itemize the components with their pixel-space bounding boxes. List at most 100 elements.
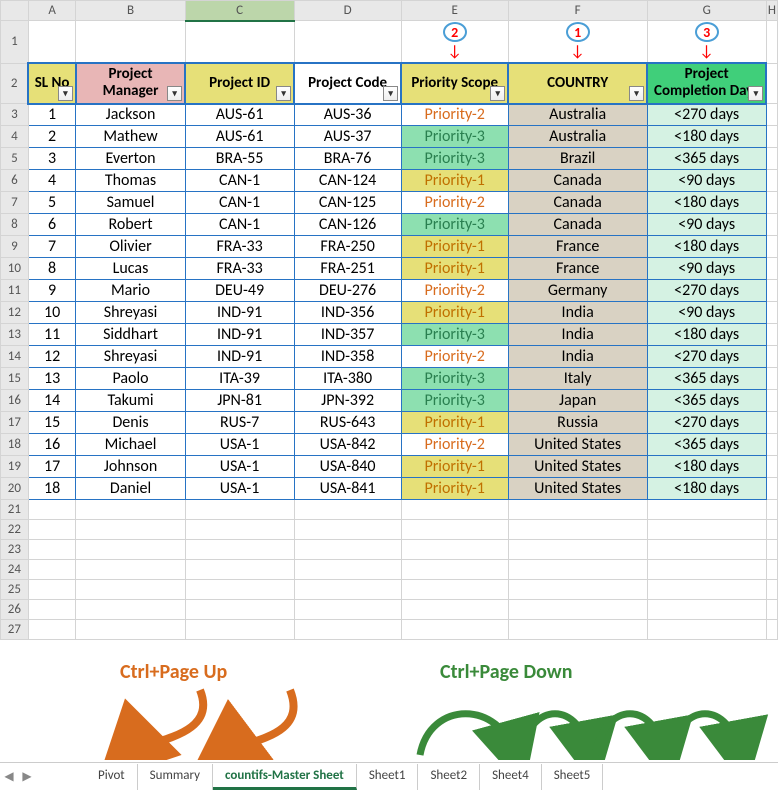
table-cell[interactable]: Priority-1 (401, 236, 508, 258)
table-cell[interactable]: AUS-37 (294, 126, 401, 148)
empty-cell[interactable] (185, 560, 294, 580)
column-header-corner[interactable] (1, 1, 29, 21)
table-cell[interactable]: <180 days (647, 456, 766, 478)
table-cell[interactable]: Priority-3 (401, 126, 508, 148)
cell-C1[interactable] (185, 21, 294, 64)
table-cell[interactable]: 8 (28, 258, 76, 280)
table-cell[interactable]: DEU-276 (294, 280, 401, 302)
tab-nav-prev[interactable]: ◀ (0, 769, 18, 784)
filter-button[interactable]: ▾ (383, 86, 398, 101)
table-cell[interactable]: India (508, 346, 647, 368)
empty-cell[interactable] (401, 540, 508, 560)
row-header-24[interactable]: 24 (1, 560, 29, 580)
table-cell[interactable]: <180 days (647, 126, 766, 148)
table-cell[interactable]: <90 days (647, 214, 766, 236)
table-cell[interactable]: ITA-39 (185, 368, 294, 390)
table-cell[interactable]: United States (508, 456, 647, 478)
table-cell[interactable]: Priority-2 (401, 104, 508, 126)
empty-cell[interactable] (76, 600, 185, 620)
empty-cell[interactable] (647, 580, 766, 600)
table-cell[interactable]: JPN-392 (294, 390, 401, 412)
empty-cell[interactable] (28, 500, 76, 520)
table-cell[interactable]: Samuel (76, 192, 185, 214)
row-header-9[interactable]: 9 (1, 236, 29, 258)
table-cell[interactable]: Priority-2 (401, 434, 508, 456)
empty-cell[interactable] (766, 560, 777, 580)
table-cell[interactable]: Priority-1 (401, 478, 508, 500)
row-header-25[interactable]: 25 (1, 580, 29, 600)
row-header-8[interactable]: 8 (1, 214, 29, 236)
table-cell[interactable]: USA-1 (185, 456, 294, 478)
empty-cell[interactable] (294, 520, 401, 540)
table-cell[interactable]: 1 (28, 104, 76, 126)
table-cell[interactable]: <365 days (647, 390, 766, 412)
column-header-F[interactable]: F (508, 1, 647, 21)
row-header-26[interactable]: 26 (1, 600, 29, 620)
sheet-tab-sheet1[interactable]: Sheet1 (357, 764, 419, 790)
table-cell[interactable]: Lucas (76, 258, 185, 280)
empty-cell[interactable] (766, 620, 777, 640)
column-header-G[interactable]: G (647, 1, 766, 21)
table-cell[interactable]: Denis (76, 412, 185, 434)
table-cell[interactable]: JPN-81 (185, 390, 294, 412)
empty-cell[interactable] (185, 580, 294, 600)
row-header-23[interactable]: 23 (1, 540, 29, 560)
empty-cell[interactable] (294, 620, 401, 640)
table-cell[interactable]: 10 (28, 302, 76, 324)
sheet-tab-sheet4[interactable]: Sheet4 (480, 764, 542, 790)
table-cell[interactable]: FRA-33 (185, 236, 294, 258)
table-cell[interactable]: 13 (28, 368, 76, 390)
table-cell[interactable]: IND-91 (185, 346, 294, 368)
table-cell[interactable]: BRA-55 (185, 148, 294, 170)
table-cell[interactable]: AUS-61 (185, 126, 294, 148)
row-header-20[interactable]: 20 (1, 478, 29, 500)
empty-cell[interactable] (76, 560, 185, 580)
table-cell[interactable]: <365 days (647, 434, 766, 456)
table-cell[interactable]: <90 days (647, 302, 766, 324)
empty-cell[interactable] (185, 520, 294, 540)
empty-cell[interactable] (647, 600, 766, 620)
sheet-tab-pivot[interactable]: Pivot (86, 764, 138, 790)
row-header-18[interactable]: 18 (1, 434, 29, 456)
table-cell[interactable]: Michael (76, 434, 185, 456)
table-cell[interactable]: ITA-380 (294, 368, 401, 390)
empty-cell[interactable] (185, 600, 294, 620)
table-cell[interactable]: 14 (28, 390, 76, 412)
table-cell[interactable]: RUS-643 (294, 412, 401, 434)
empty-cell[interactable] (76, 620, 185, 640)
table-cell[interactable]: Priority-2 (401, 280, 508, 302)
table-cell[interactable]: 3 (28, 148, 76, 170)
table-cell[interactable]: 6 (28, 214, 76, 236)
empty-cell[interactable] (294, 580, 401, 600)
empty-cell[interactable] (28, 620, 76, 640)
row-header-7[interactable]: 7 (1, 192, 29, 214)
table-cell[interactable]: CAN-1 (185, 214, 294, 236)
table-cell[interactable]: <180 days (647, 324, 766, 346)
table-cell[interactable]: DEU-49 (185, 280, 294, 302)
table-cell[interactable]: Russia (508, 412, 647, 434)
empty-cell[interactable] (766, 580, 777, 600)
empty-cell[interactable] (401, 600, 508, 620)
sheet-tab-countifs-master-sheet[interactable]: countifs-Master Sheet (213, 764, 357, 790)
row-header-4[interactable]: 4 (1, 126, 29, 148)
row-header-10[interactable]: 10 (1, 258, 29, 280)
cell-H1[interactable] (766, 21, 777, 64)
empty-cell[interactable] (401, 580, 508, 600)
table-cell[interactable]: India (508, 302, 647, 324)
table-cell[interactable]: <270 days (647, 280, 766, 302)
table-cell[interactable]: <90 days (647, 258, 766, 280)
row-header-21[interactable]: 21 (1, 500, 29, 520)
empty-cell[interactable] (76, 500, 185, 520)
column-header-H[interactable]: H (766, 1, 777, 21)
cell-G1[interactable]: 3↓ (647, 21, 766, 64)
table-cell[interactable]: Olivier (76, 236, 185, 258)
empty-cell[interactable] (28, 580, 76, 600)
empty-cell[interactable] (647, 560, 766, 580)
table-cell[interactable]: Germany (508, 280, 647, 302)
table-cell[interactable]: <270 days (647, 104, 766, 126)
table-cell[interactable]: 9 (28, 280, 76, 302)
table-cell[interactable]: Priority-1 (401, 258, 508, 280)
table-cell[interactable]: Priority-2 (401, 346, 508, 368)
empty-cell[interactable] (28, 540, 76, 560)
empty-cell[interactable] (647, 620, 766, 640)
